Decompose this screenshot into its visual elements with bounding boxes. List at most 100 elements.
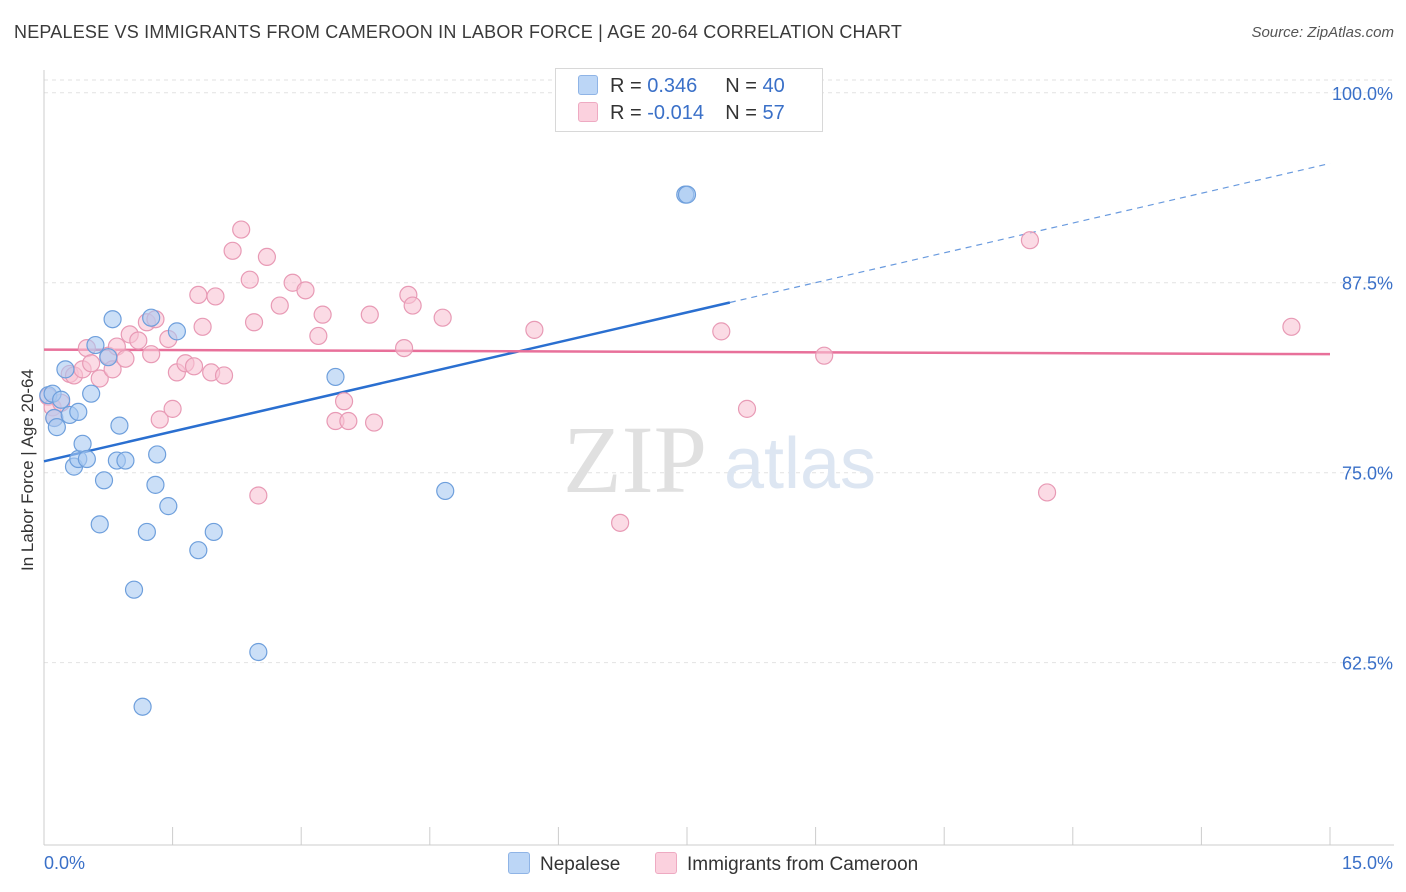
point-nepalese bbox=[204, 522, 223, 542]
point-cameroon bbox=[1020, 231, 1040, 250]
point-cameroon bbox=[214, 366, 234, 385]
y-tick-label: 75.0% bbox=[1342, 464, 1393, 484]
point-cameroon bbox=[82, 354, 101, 373]
y-axis-label: In Labor Force | Age 20-64 bbox=[18, 369, 37, 571]
legend-r-label: R = bbox=[610, 75, 648, 97]
point-nepalese bbox=[167, 322, 186, 341]
point-nepalese bbox=[124, 580, 144, 599]
point-nepalese bbox=[73, 434, 92, 453]
watermark-zip: ZIP bbox=[563, 406, 707, 513]
point-cameroon bbox=[737, 399, 757, 418]
point-nepalese bbox=[133, 697, 152, 716]
point-cameroon bbox=[249, 486, 268, 505]
point-cameroon bbox=[296, 281, 315, 300]
watermark-atlas: atlas bbox=[724, 424, 876, 504]
point-cameroon bbox=[244, 313, 264, 332]
legend-r-value: 0.346 bbox=[647, 75, 698, 97]
y-tick-label: 87.5% bbox=[1342, 274, 1393, 294]
point-cameroon bbox=[364, 413, 384, 432]
legend-row-cameroon: R = -0.014 N = 57 bbox=[578, 102, 785, 126]
point-cameroon bbox=[240, 270, 259, 289]
legend-n-label: N = bbox=[725, 75, 763, 97]
axes bbox=[43, 70, 1394, 846]
point-nepalese bbox=[52, 390, 71, 409]
point-cameroon bbox=[184, 357, 204, 376]
point-cameroon bbox=[339, 411, 358, 431]
point-cameroon bbox=[163, 399, 182, 418]
point-cameroon bbox=[313, 305, 332, 324]
legend-item-nepalese: Nepalese bbox=[508, 852, 620, 876]
legend-row-nepalese: R = 0.346 N = 40 bbox=[578, 75, 785, 99]
watermark: ZIP atlas bbox=[563, 406, 876, 513]
x-tick-label: 15.0% bbox=[1342, 853, 1393, 873]
point-cameroon bbox=[525, 320, 544, 339]
point-cameroon bbox=[712, 322, 731, 341]
point-cameroon bbox=[433, 308, 452, 327]
point-nepalese bbox=[137, 522, 156, 542]
point-cameroon bbox=[394, 338, 414, 358]
point-nepalese bbox=[116, 451, 135, 470]
point-cameroon bbox=[257, 247, 277, 267]
point-cameroon bbox=[360, 305, 379, 324]
point-nepalese bbox=[103, 310, 122, 329]
point-cameroon bbox=[223, 241, 242, 260]
legend-swatch-nepalese bbox=[508, 852, 530, 874]
source-credit: Source: ZipAtlas.com bbox=[1251, 24, 1394, 41]
x-tick-label: 0.0% bbox=[44, 853, 85, 873]
point-nepalese bbox=[110, 416, 129, 435]
legend-n-value: 40 bbox=[762, 75, 785, 97]
legend-label-cameroon: Immigrants from Cameroon bbox=[687, 854, 919, 875]
legend-item-cameroon: Immigrants from Cameroon bbox=[655, 852, 918, 876]
legend-label-nepalese: Nepalese bbox=[540, 854, 621, 875]
point-cameroon bbox=[90, 369, 109, 388]
trend-line-cameroon bbox=[43, 348, 1331, 356]
tick-labels: 62.5% 75.0% 87.5% 100.0% 0.0% 15.0% bbox=[44, 84, 1393, 873]
point-cameroon bbox=[815, 346, 834, 365]
point-nepalese bbox=[77, 449, 96, 469]
point-cameroon bbox=[116, 349, 135, 368]
point-nepalese bbox=[436, 481, 455, 501]
point-nepalese bbox=[142, 308, 161, 327]
legend-swatch-cameroon bbox=[655, 852, 677, 874]
point-cameroon bbox=[193, 317, 212, 336]
data-points bbox=[39, 185, 1301, 716]
point-nepalese bbox=[148, 445, 167, 464]
gridlines bbox=[44, 79, 1394, 664]
point-nepalese bbox=[326, 367, 345, 387]
point-cameroon bbox=[334, 392, 354, 411]
point-nepalese bbox=[90, 515, 109, 534]
point-cameroon bbox=[232, 220, 251, 239]
point-cameroon bbox=[403, 296, 422, 315]
point-cameroon bbox=[206, 287, 225, 306]
point-cameroon bbox=[189, 285, 208, 305]
trend-line-nepalese bbox=[43, 301, 731, 463]
point-cameroon bbox=[150, 410, 169, 429]
legend-swatch-pink bbox=[578, 102, 598, 122]
point-nepalese bbox=[94, 471, 114, 490]
point-nepalese bbox=[69, 402, 88, 422]
point-cameroon bbox=[309, 326, 328, 346]
point-nepalese bbox=[56, 360, 75, 379]
correlation-legend: R = 0.346 N = 40 R = -0.014 N = 57 bbox=[555, 68, 823, 132]
point-cameroon bbox=[1282, 317, 1301, 336]
point-nepalese bbox=[249, 642, 268, 662]
point-cameroon bbox=[129, 331, 148, 350]
legend-r-value: -0.014 bbox=[647, 102, 704, 124]
y-tick-label: 62.5% bbox=[1342, 654, 1393, 674]
point-nepalese bbox=[677, 185, 697, 204]
chart-title: NEPALESE VS IMMIGRANTS FROM CAMEROON IN … bbox=[14, 22, 903, 42]
point-nepalese bbox=[47, 418, 66, 437]
point-nepalese bbox=[189, 541, 208, 560]
point-cameroon bbox=[611, 513, 630, 532]
point-nepalese bbox=[86, 335, 105, 355]
legend-swatch-blue bbox=[578, 75, 598, 95]
point-nepalese bbox=[159, 497, 178, 516]
point-cameroon bbox=[142, 345, 161, 364]
point-nepalese bbox=[82, 384, 101, 403]
point-nepalese bbox=[146, 475, 165, 494]
legend-r-label: R = bbox=[610, 102, 648, 124]
y-tick-label: 100.0% bbox=[1332, 84, 1393, 104]
legend-n-value: 57 bbox=[762, 102, 785, 124]
legend-n-label: N = bbox=[725, 102, 763, 124]
